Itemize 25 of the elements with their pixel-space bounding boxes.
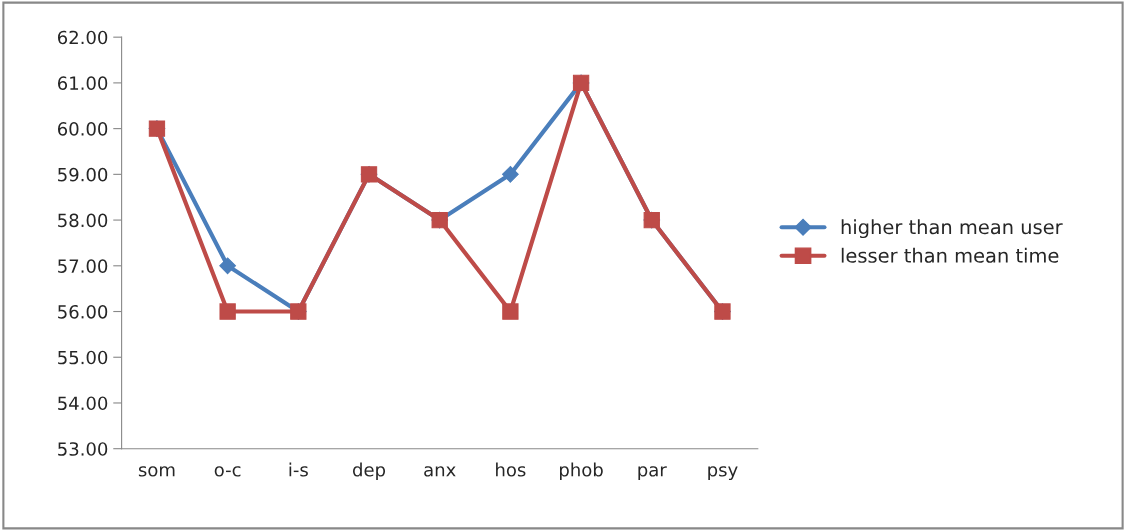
x-tick-label: anx [424,466,456,477]
y-tick-label: 61.00 [57,76,108,91]
legend-label: higher than mean user [841,219,1063,239]
y-tick-label: 58.00 [58,213,108,228]
legend-label: lesser than mean time [841,247,1059,263]
y-tick-label: 60.00 [57,122,108,136]
x-tick-label: o-c [214,466,241,477]
y-tick-label: 53.00 [58,442,108,456]
point [219,257,237,275]
x-tick-label: phob [560,462,603,481]
y-tick-label: 56.00 [58,304,108,319]
point [502,165,519,183]
y-tick-label: 62.00 [57,30,108,45]
y-tick-label: 59.00 [58,167,108,182]
x-tick-label: psy [708,466,738,481]
point [219,303,236,320]
x-tick-label: hos [496,462,526,477]
x-tick-label: som [138,466,175,477]
y-tick-label: 57.00 [58,259,108,273]
point [502,303,519,320]
y-tick-label: 55.00 [58,350,108,365]
x-tick-label: par [638,466,667,481]
y-tick-label: 54.00 [58,396,108,411]
x-tick-label: i-s [289,462,308,477]
x-tick-label: dep [352,462,386,481]
